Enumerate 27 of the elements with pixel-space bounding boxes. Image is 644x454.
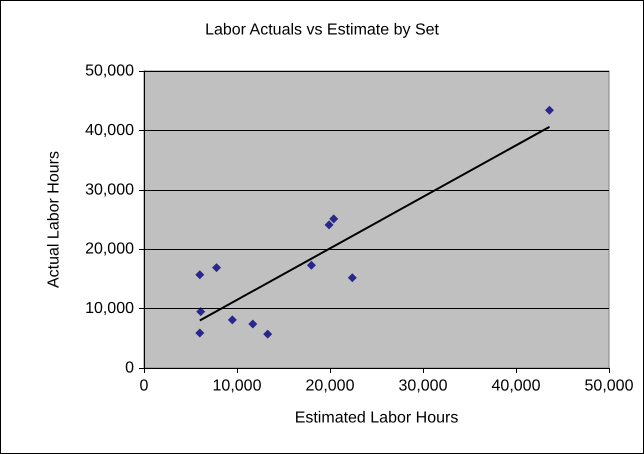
y-axis-title: Actual Labor Hours xyxy=(46,151,62,288)
point xyxy=(196,307,206,316)
x-axis-title: Estimated Labor Hours xyxy=(294,410,458,426)
point xyxy=(195,328,204,338)
x-tick-label: 40,000 xyxy=(492,378,541,394)
chart-title: Labor Actuals vs Estimate by Set xyxy=(205,22,440,38)
x-tick-label: 10,000 xyxy=(212,378,262,394)
x-tick-label: 0 xyxy=(140,378,149,394)
y-tick-label: 40,000 xyxy=(85,122,134,139)
y-tick-label: 20,000 xyxy=(85,240,134,258)
point xyxy=(329,214,338,224)
point xyxy=(195,270,204,280)
y-tick-label: 10,000 xyxy=(85,300,134,318)
point xyxy=(248,320,258,329)
y-tick-label: 0 xyxy=(125,360,134,376)
y-tick-label: 30,000 xyxy=(85,181,134,198)
point xyxy=(228,315,237,324)
point xyxy=(212,263,222,272)
x-tick-label: 50,000 xyxy=(584,378,634,394)
point xyxy=(348,273,357,282)
point xyxy=(324,220,334,230)
point xyxy=(263,330,272,339)
point xyxy=(544,106,554,115)
point xyxy=(306,260,316,270)
x-tick-label: 30,000 xyxy=(398,378,448,394)
y-tick-label: 50,000 xyxy=(85,62,134,80)
x-tick-label: 20,000 xyxy=(306,378,355,394)
